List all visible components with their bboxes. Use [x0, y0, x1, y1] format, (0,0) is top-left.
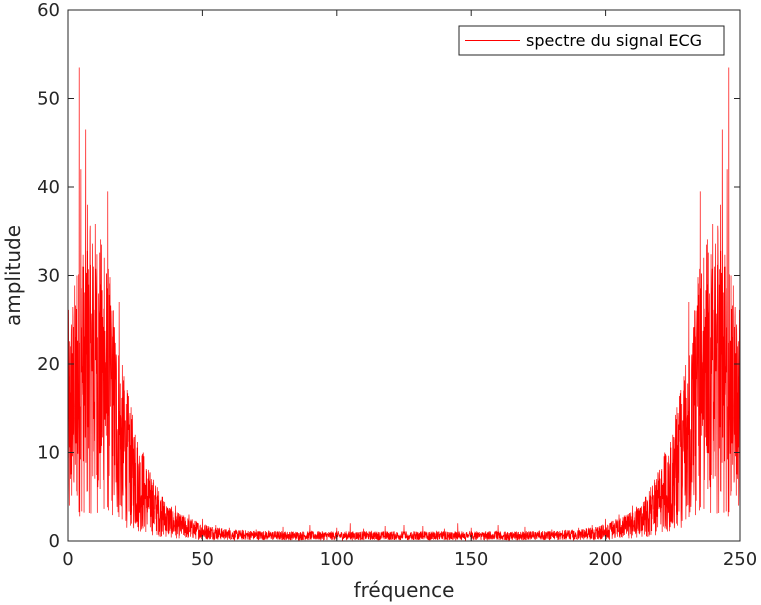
legend-entry: spectre du signal ECG: [526, 31, 702, 50]
y-tick-label: 60: [37, 0, 60, 21]
y-tick-label: 10: [37, 443, 60, 464]
x-tick-label: 50: [191, 549, 214, 570]
x-tick-label: 0: [62, 549, 73, 570]
x-tick-label: 250: [723, 549, 757, 570]
y-tick-label: 30: [37, 266, 60, 287]
y-tick-label: 0: [49, 531, 60, 552]
series-layer: [67, 67, 741, 542]
plot-area: [68, 10, 740, 541]
legend: spectre du signal ECG: [458, 25, 725, 56]
y-axis: 0 10 20 30 40 50 60: [37, 0, 740, 552]
y-tick-label: 20: [37, 354, 60, 375]
series-line: [67, 67, 741, 542]
x-tick-label: 100: [320, 549, 354, 570]
x-tick-label: 200: [588, 549, 622, 570]
y-tick-label: 40: [37, 177, 60, 198]
y-axis-label: amplitude: [1, 225, 25, 326]
x-axis-label: fréquence: [354, 578, 455, 602]
x-tick-label: 150: [454, 549, 488, 570]
x-axis: 0 50 100 150 200 250: [62, 10, 757, 570]
y-tick-label: 50: [37, 89, 60, 110]
